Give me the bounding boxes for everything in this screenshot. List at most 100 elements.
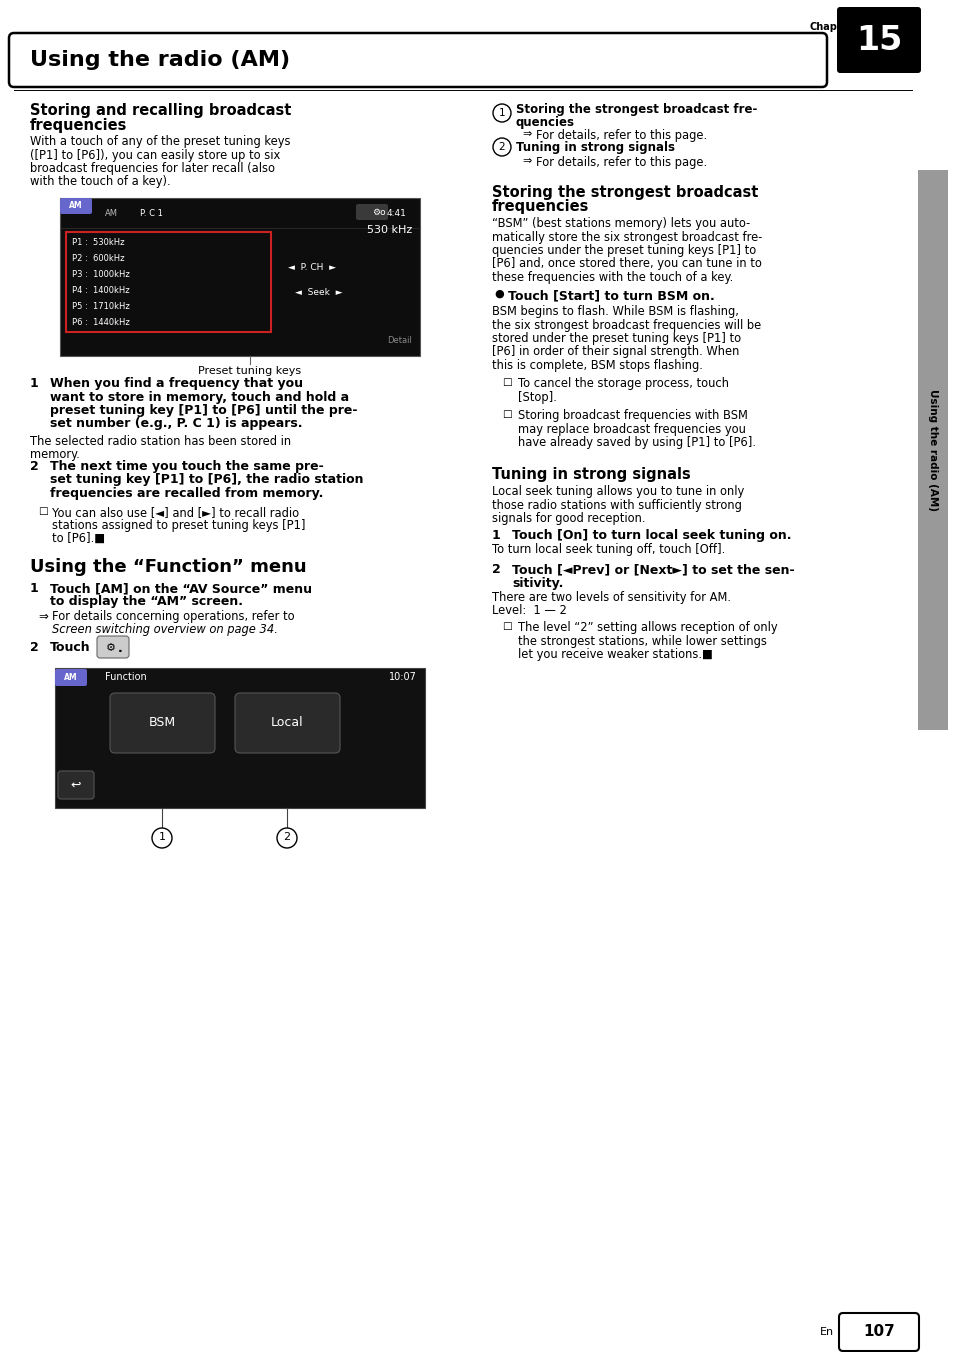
Text: There are two levels of sensitivity for AM.: There are two levels of sensitivity for … [492, 591, 730, 604]
Text: ●: ● [494, 289, 503, 299]
Text: BSM begins to flash. While BSM is flashing,: BSM begins to flash. While BSM is flashi… [492, 306, 739, 318]
Text: Storing the strongest broadcast: Storing the strongest broadcast [492, 185, 758, 200]
Text: the strongest stations, while lower settings: the strongest stations, while lower sett… [517, 634, 766, 648]
Text: [P6] and, once stored there, you can tune in to: [P6] and, once stored there, you can tun… [492, 257, 761, 270]
Text: P. C 1: P. C 1 [140, 210, 163, 218]
Text: P6 :  1440kHz: P6 : 1440kHz [71, 318, 130, 327]
FancyBboxPatch shape [838, 1313, 918, 1351]
Text: want to store in memory, touch and hold a: want to store in memory, touch and hold … [50, 391, 349, 403]
Text: P2 :  600kHz: P2 : 600kHz [71, 254, 125, 264]
Text: Preset tuning keys: Preset tuning keys [198, 366, 301, 376]
Text: memory.: memory. [30, 448, 80, 461]
Text: “BSM” (best stations memory) lets you auto-: “BSM” (best stations memory) lets you au… [492, 218, 749, 230]
FancyBboxPatch shape [60, 197, 91, 214]
Text: 15: 15 [855, 23, 902, 57]
Text: □: □ [501, 377, 511, 387]
Text: 2: 2 [492, 562, 500, 576]
Text: ⚙: ⚙ [106, 644, 116, 653]
Text: [Stop].: [Stop]. [517, 391, 557, 403]
Bar [55, 668, 424, 808]
Text: [P6] in order of their signal strength. When: [P6] in order of their signal strength. … [492, 346, 739, 358]
Text: Detail: Detail [387, 337, 412, 345]
Circle shape [493, 138, 511, 155]
Text: preset tuning key [P1] to [P6] until the pre-: preset tuning key [P1] to [P6] until the… [50, 404, 357, 416]
Text: For details, refer to this page.: For details, refer to this page. [536, 155, 706, 169]
Circle shape [493, 104, 511, 122]
Text: frequencies are recalled from memory.: frequencies are recalled from memory. [50, 487, 323, 500]
Text: P1 :  530kHz: P1 : 530kHz [71, 238, 125, 247]
Text: 1: 1 [492, 529, 500, 542]
Text: broadcast frequencies for later recall (also: broadcast frequencies for later recall (… [30, 162, 274, 174]
FancyBboxPatch shape [836, 7, 920, 73]
Text: 1: 1 [30, 581, 39, 595]
Text: For details, refer to this page.: For details, refer to this page. [536, 128, 706, 142]
Text: 1: 1 [30, 377, 39, 389]
Text: P4 :  1400kHz: P4 : 1400kHz [71, 287, 130, 295]
FancyBboxPatch shape [97, 635, 129, 658]
Text: Function: Function [105, 672, 147, 683]
Text: stations assigned to preset tuning keys [P1]: stations assigned to preset tuning keys … [52, 519, 305, 531]
Text: 10:07: 10:07 [389, 672, 416, 683]
Text: Storing the strongest broadcast fre-: Storing the strongest broadcast fre- [516, 103, 757, 116]
FancyBboxPatch shape [55, 669, 87, 685]
Text: ⚙o: ⚙o [372, 207, 385, 216]
Text: to display the “AM” screen.: to display the “AM” screen. [50, 595, 243, 608]
Text: Storing and recalling broadcast: Storing and recalling broadcast [30, 103, 291, 118]
Text: The next time you touch the same pre-: The next time you touch the same pre- [50, 460, 323, 473]
Text: sitivity.: sitivity. [512, 576, 563, 589]
Text: Storing broadcast frequencies with BSM: Storing broadcast frequencies with BSM [517, 410, 747, 422]
Text: To cancel the storage process, touch: To cancel the storage process, touch [517, 377, 728, 389]
Text: ⇒: ⇒ [521, 128, 531, 139]
Text: AM: AM [64, 673, 78, 681]
Text: Touch [AM] on the “AV Source” menu: Touch [AM] on the “AV Source” menu [50, 581, 312, 595]
Text: Touch [On] to turn local seek tuning on.: Touch [On] to turn local seek tuning on. [512, 529, 791, 542]
Text: AM: AM [105, 210, 118, 218]
Text: stored under the preset tuning keys [P1] to: stored under the preset tuning keys [P1]… [492, 333, 740, 345]
Text: signals for good reception.: signals for good reception. [492, 512, 645, 525]
FancyBboxPatch shape [58, 771, 94, 799]
Text: Local: Local [271, 717, 303, 730]
Text: 4:41: 4:41 [386, 210, 406, 218]
Text: quencies: quencies [516, 116, 575, 128]
Text: Screen switching overview on page 34.: Screen switching overview on page 34. [52, 623, 277, 635]
Text: quencies under the preset tuning keys [P1] to: quencies under the preset tuning keys [P… [492, 243, 756, 257]
Text: The selected radio station has been stored in: The selected radio station has been stor… [30, 435, 291, 448]
Text: 2: 2 [30, 460, 39, 473]
Text: ◄  P. CH  ►: ◄ P. CH ► [288, 264, 335, 272]
Text: En: En [820, 1328, 833, 1337]
FancyBboxPatch shape [234, 694, 339, 753]
Text: P3 :  1000kHz: P3 : 1000kHz [71, 270, 130, 279]
Text: with the touch of a key).: with the touch of a key). [30, 176, 171, 188]
Text: to [P6].■: to [P6].■ [52, 531, 105, 545]
Text: When you find a frequency that you: When you find a frequency that you [50, 377, 303, 389]
Text: Tuning in strong signals: Tuning in strong signals [516, 141, 675, 154]
Bar [60, 197, 419, 356]
Text: ↩: ↩ [71, 779, 81, 791]
Text: 2: 2 [30, 641, 39, 654]
Text: set tuning key [P1] to [P6], the radio station: set tuning key [P1] to [P6], the radio s… [50, 473, 363, 487]
Text: these frequencies with the touch of a key.: these frequencies with the touch of a ke… [492, 270, 733, 284]
Text: those radio stations with sufficiently strong: those radio stations with sufficiently s… [492, 499, 741, 511]
FancyBboxPatch shape [9, 32, 826, 87]
Text: Touch [◄Prev] or [Next►] to set the sen-: Touch [◄Prev] or [Next►] to set the sen- [512, 562, 794, 576]
Text: You can also use [◄] and [►] to recall radio: You can also use [◄] and [►] to recall r… [52, 506, 299, 519]
Text: Using the radio (AM): Using the radio (AM) [30, 50, 290, 70]
Text: ◄  Seek  ►: ◄ Seek ► [294, 288, 342, 297]
Text: matically store the six strongest broadcast fre-: matically store the six strongest broadc… [492, 230, 761, 243]
Text: For details concerning operations, refer to: For details concerning operations, refer… [52, 610, 294, 623]
Text: .: . [118, 641, 123, 654]
Text: 1: 1 [498, 108, 505, 118]
FancyBboxPatch shape [110, 694, 214, 753]
Circle shape [276, 827, 296, 848]
Text: ⇒: ⇒ [38, 610, 48, 623]
Text: 2: 2 [283, 833, 291, 842]
Circle shape [152, 827, 172, 848]
Text: frequencies: frequencies [30, 118, 128, 132]
Text: BSM: BSM [149, 717, 175, 730]
Text: 530 kHz: 530 kHz [366, 224, 412, 235]
Text: ([P1] to [P6]), you can easily store up to six: ([P1] to [P6]), you can easily store up … [30, 149, 280, 161]
Text: Tuning in strong signals: Tuning in strong signals [492, 466, 690, 483]
Text: Chapter: Chapter [809, 22, 853, 32]
Text: let you receive weaker stations.■: let you receive weaker stations.■ [517, 648, 712, 661]
Text: To turn local seek tuning off, touch [Off].: To turn local seek tuning off, touch [Of… [492, 544, 724, 556]
